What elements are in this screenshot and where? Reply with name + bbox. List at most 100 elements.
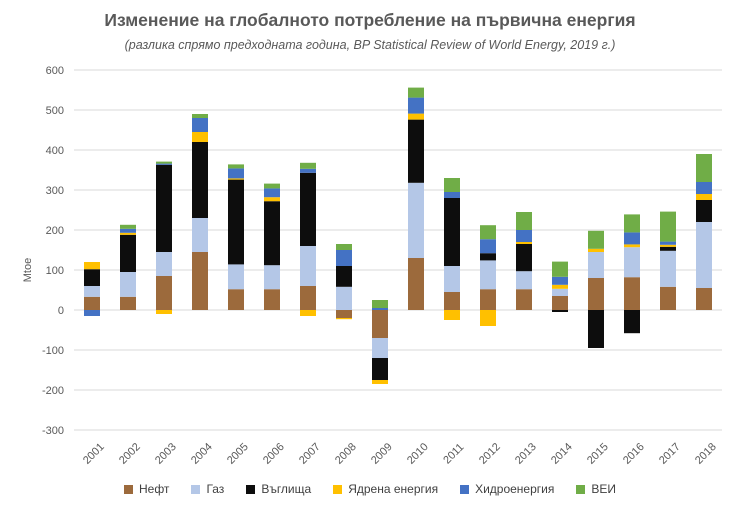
bar-segment bbox=[192, 118, 208, 132]
bar-segment bbox=[624, 277, 640, 310]
x-tick-label: 2008 bbox=[333, 441, 359, 467]
legend-swatch bbox=[246, 484, 256, 494]
x-tick-label: 2004 bbox=[189, 441, 215, 467]
legend-item: Ядрена енергия bbox=[333, 482, 438, 496]
bar-segment bbox=[444, 292, 460, 310]
bar-segment bbox=[156, 252, 172, 276]
x-axis-ticks: 2001 2002 2003 2004 2005 2006 2007 2008 2009 2010… bbox=[81, 441, 719, 467]
bar-segment bbox=[552, 296, 568, 310]
legend-swatch bbox=[123, 484, 133, 494]
bar-segment bbox=[264, 289, 280, 310]
bar-segment bbox=[228, 264, 244, 290]
bar-segment bbox=[300, 310, 316, 316]
bar-segment bbox=[408, 182, 424, 258]
bar-segment bbox=[120, 272, 136, 297]
y-tick-label: 400 bbox=[46, 145, 64, 157]
x-tick-label: 2001 bbox=[81, 441, 107, 467]
bar-segment bbox=[660, 250, 676, 287]
bar-segment bbox=[696, 222, 712, 288]
bar-segment bbox=[660, 286, 676, 310]
bar-segment bbox=[264, 197, 280, 202]
bar-segment bbox=[84, 310, 100, 316]
bar-segment bbox=[84, 262, 100, 270]
y-tick-label: 300 bbox=[46, 185, 64, 197]
bar-segment bbox=[660, 241, 676, 245]
bar-segment bbox=[192, 132, 208, 142]
bar-segment bbox=[552, 276, 568, 285]
x-tick-label: 2012 bbox=[477, 441, 503, 467]
bar-segment bbox=[696, 200, 712, 222]
y-tick-label: -100 bbox=[42, 345, 64, 357]
legend-swatch bbox=[191, 484, 201, 494]
bar-segment bbox=[588, 278, 604, 310]
bar-segment bbox=[372, 338, 388, 358]
bar-segment bbox=[480, 225, 496, 240]
x-tick-label: 2011 bbox=[441, 441, 466, 466]
bar-segment bbox=[696, 194, 712, 200]
bar-segment bbox=[588, 230, 604, 249]
bar-segment bbox=[120, 296, 136, 310]
bar-segment bbox=[588, 248, 604, 252]
bar-segment bbox=[192, 142, 208, 218]
bar-segment bbox=[192, 114, 208, 118]
bar-segment bbox=[696, 154, 712, 182]
bar-segment bbox=[264, 183, 280, 189]
bar-segment bbox=[516, 242, 532, 244]
y-tick-label: -200 bbox=[42, 385, 64, 397]
x-tick-label: 2009 bbox=[369, 441, 395, 467]
bar-segment bbox=[300, 168, 316, 173]
bar-segment bbox=[552, 284, 568, 289]
bar-segment bbox=[444, 178, 460, 192]
bars bbox=[84, 87, 712, 384]
bar-segment bbox=[660, 246, 676, 251]
bar-segment bbox=[264, 265, 280, 290]
y-tick-label: 200 bbox=[46, 225, 64, 237]
bar-segment bbox=[480, 310, 496, 326]
bar-segment bbox=[408, 113, 424, 120]
bar-segment bbox=[696, 182, 712, 194]
legend-label: Нефт bbox=[138, 482, 170, 496]
bar-segment bbox=[300, 162, 316, 169]
y-tick-label: 600 bbox=[46, 65, 64, 77]
bar-segment bbox=[120, 234, 136, 272]
bar-segment bbox=[336, 266, 352, 287]
legend-item: Газ bbox=[191, 482, 224, 496]
bar-segment bbox=[300, 246, 316, 286]
bar-segment bbox=[660, 211, 676, 242]
chart-subtitle: (разлика спрямо предходната година, BP S… bbox=[124, 38, 616, 52]
bar-segment bbox=[408, 258, 424, 310]
legend-item: ВЕИ bbox=[576, 482, 616, 496]
bar-segment bbox=[480, 239, 496, 254]
bar-segment bbox=[84, 269, 100, 286]
bar-segment bbox=[444, 310, 460, 320]
bar-segment bbox=[156, 310, 172, 314]
x-tick-label: 2015 bbox=[585, 441, 611, 467]
legend-label: Газ bbox=[206, 482, 225, 496]
bar-segment bbox=[228, 289, 244, 310]
bar-segment bbox=[624, 244, 640, 248]
bar-segment bbox=[552, 310, 568, 312]
chart-title: Изменение на глобалното потребление на п… bbox=[104, 10, 636, 30]
bar-segment bbox=[696, 288, 712, 310]
bar-segment bbox=[624, 232, 640, 245]
x-tick-label: 2007 bbox=[297, 441, 323, 467]
y-tick-label: 100 bbox=[46, 265, 64, 277]
bar-segment bbox=[552, 261, 568, 277]
bar-segment bbox=[516, 244, 532, 272]
gridlines bbox=[74, 69, 722, 431]
bar-segment bbox=[156, 276, 172, 310]
bar-segment bbox=[228, 164, 244, 169]
bar-segment bbox=[300, 286, 316, 310]
bar-segment bbox=[264, 201, 280, 266]
stacked-bar-chart: 600 500 400 300 200 100 0 -100 -200 -300 2001 2002… bbox=[22, 65, 722, 467]
bar-segment bbox=[228, 178, 244, 180]
legend-item: Въглища bbox=[246, 482, 311, 496]
legend-label: Въглища bbox=[261, 482, 312, 496]
legend-label: Хидроенергия bbox=[475, 482, 555, 496]
x-tick-label: 2014 bbox=[549, 441, 575, 467]
bar-segment bbox=[588, 252, 604, 278]
x-tick-label: 2017 bbox=[657, 441, 683, 467]
bar-segment bbox=[624, 247, 640, 278]
bar-segment bbox=[156, 164, 172, 252]
x-tick-label: 2016 bbox=[621, 441, 647, 467]
